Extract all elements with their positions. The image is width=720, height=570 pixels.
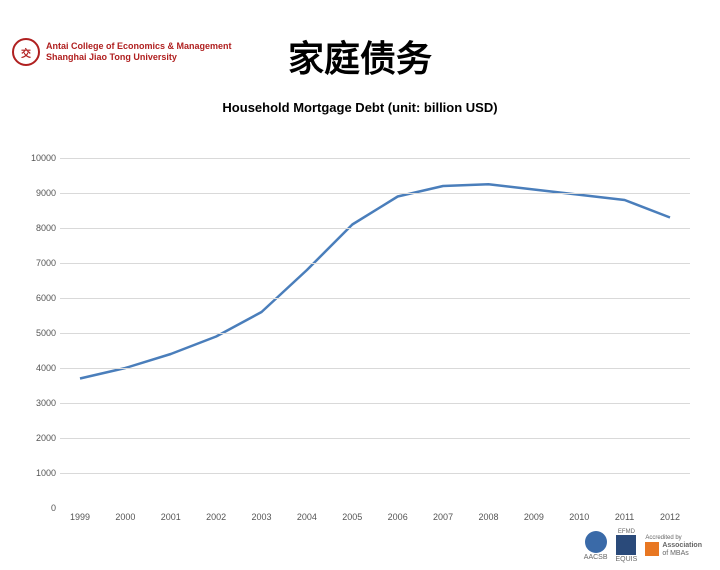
seal-glyph: 交 [21, 45, 31, 60]
x-axis-label: 2001 [161, 512, 181, 522]
gridline [60, 158, 690, 159]
amba-badge-icon [645, 542, 659, 556]
gridline [60, 228, 690, 229]
chart-container: 0100020003000400050006000700080009000100… [20, 158, 700, 528]
plot-area [60, 158, 690, 508]
x-axis-label: 2006 [388, 512, 408, 522]
y-axis-label: 0 [22, 503, 56, 513]
x-axis-label: 2005 [342, 512, 362, 522]
aacsb-label: AACSB [584, 554, 608, 562]
x-axis-label: 2002 [206, 512, 226, 522]
institution-header: 交 Antai College of Economics & Managemen… [12, 38, 232, 66]
y-axis-label: 4000 [22, 363, 56, 373]
institution-line1: Antai College of Economics & Management [46, 41, 232, 52]
amba-line1: Accredited by [645, 535, 681, 542]
x-axis-label: 1999 [70, 512, 90, 522]
gridline [60, 368, 690, 369]
gridline [60, 438, 690, 439]
equis-logo: EFMD EQUIS [616, 529, 638, 564]
data-line [80, 184, 670, 378]
amba-line2: Association [662, 542, 702, 550]
equis-badge-icon [616, 535, 636, 555]
y-axis-label: 10000 [22, 153, 56, 163]
aacsb-badge-icon [585, 531, 607, 553]
x-axis-label: 2004 [297, 512, 317, 522]
gridline [60, 263, 690, 264]
gridline [60, 193, 690, 194]
aacsb-logo: AACSB [584, 531, 608, 562]
x-axis-label: 2010 [569, 512, 589, 522]
accreditation-logos: AACSB EFMD EQUIS Accredited by Associati… [584, 529, 702, 564]
y-axis-label: 9000 [22, 188, 56, 198]
institution-name: Antai College of Economics & Management … [46, 41, 232, 63]
amba-logo: Accredited by Association of MBAs [645, 535, 702, 557]
gridline [60, 403, 690, 404]
university-seal-icon: 交 [12, 38, 40, 66]
x-axis-label: 2012 [660, 512, 680, 522]
equis-label: EQUIS [616, 556, 638, 564]
x-axis-label: 2008 [478, 512, 498, 522]
efmd-label: EFMD [618, 529, 635, 536]
y-axis-label: 7000 [22, 258, 56, 268]
y-axis-label: 2000 [22, 433, 56, 443]
x-axis-label: 2003 [252, 512, 272, 522]
y-axis-label: 8000 [22, 223, 56, 233]
gridline [60, 333, 690, 334]
y-axis-label: 3000 [22, 398, 56, 408]
y-axis-label: 5000 [22, 328, 56, 338]
institution-line2: Shanghai Jiao Tong University [46, 52, 232, 63]
gridline [60, 473, 690, 474]
x-axis-label: 2000 [115, 512, 135, 522]
x-axis-label: 2011 [615, 512, 634, 522]
x-axis-label: 2007 [433, 512, 453, 522]
chart-subtitle: Household Mortgage Debt (unit: billion U… [0, 100, 720, 115]
gridline [60, 298, 690, 299]
amba-line3: of MBAs [662, 550, 702, 558]
x-axis-label: 2009 [524, 512, 544, 522]
y-axis-label: 1000 [22, 468, 56, 478]
y-axis-label: 6000 [22, 293, 56, 303]
